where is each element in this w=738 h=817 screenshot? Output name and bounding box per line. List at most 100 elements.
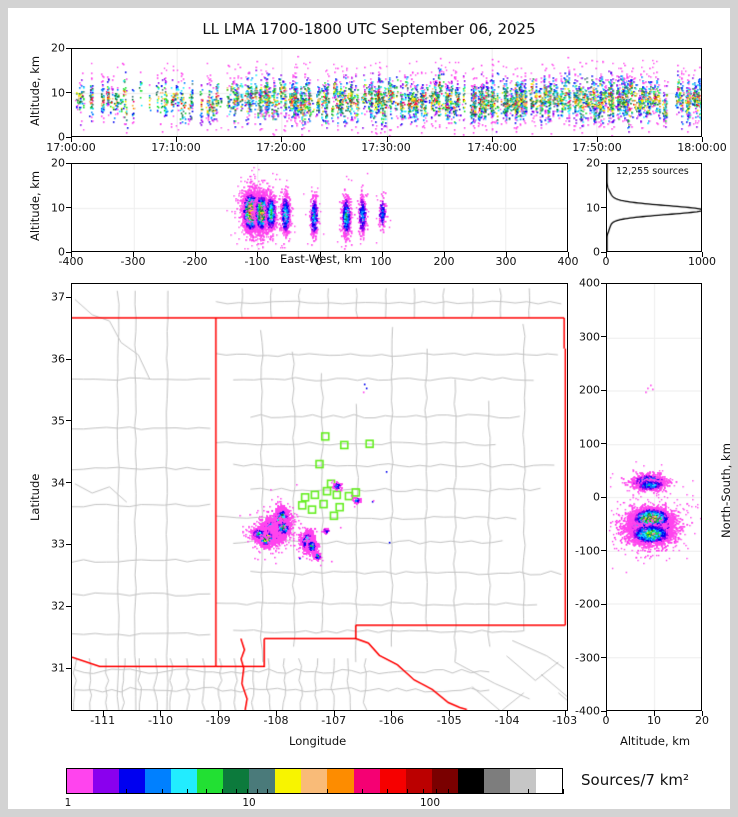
axis-tick [66, 92, 71, 93]
axis-tick [702, 252, 703, 257]
colorbar-minor-tick [186, 789, 188, 794]
axis-tick [381, 252, 383, 257]
colorbar-minor-tick [387, 789, 389, 794]
axis-tick [702, 711, 703, 716]
east-west-height-panel [71, 163, 568, 252]
map-xlabel: Longitude [289, 734, 347, 748]
tick-ns-y-m100: -100 [575, 544, 600, 557]
colorbar-band-17 [509, 769, 536, 793]
colorbar-band-3 [145, 769, 172, 793]
colorbar-minor-tick [467, 789, 469, 794]
axis-tick [66, 136, 71, 138]
colorbar-band-12 [379, 769, 406, 793]
axis-tick [66, 47, 71, 49]
tick-ew-y-20: 20 [51, 156, 65, 170]
tick-ns-x-0: 0 [602, 714, 610, 727]
axis-tick [391, 711, 393, 716]
tick-ew-x-0: -400 [58, 255, 84, 268]
axis-tick [66, 358, 71, 360]
tick-map-lon-m105: -105 [436, 714, 462, 727]
colorbar-minor-tick [422, 789, 424, 794]
tick-hist-x-0: 0 [602, 255, 610, 268]
tick-ns-y-0: 0 [593, 490, 600, 504]
tick-ew-y-10: 10 [51, 201, 65, 214]
axis-tick [386, 137, 388, 142]
colorbar-minor-tick [206, 789, 208, 794]
tick-time-x-1: 17:10:00 [151, 141, 201, 154]
tick-time-x-0: 17:00:00 [46, 141, 96, 154]
north-south-height-panel [606, 283, 702, 711]
north-south-ylabel: North-South, km [719, 443, 733, 538]
tick-ew-x-4: 0 [315, 255, 323, 268]
axis-tick [702, 137, 704, 142]
colorbar-minor-tick [563, 789, 564, 794]
tick-map-lat-34: 34 [51, 476, 65, 490]
tick-map-lon-m109: -109 [205, 714, 231, 727]
tick-map-lon-m111: -111 [90, 714, 116, 727]
axis-tick [601, 251, 606, 253]
axis-tick [66, 296, 71, 298]
axis-tick [606, 711, 607, 716]
axis-tick [601, 496, 606, 498]
figure-canvas: LL LMA 1700-1800 UTC September 06, 2025 … [8, 8, 733, 809]
axis-tick [66, 482, 71, 484]
tick-hist-y-20: 20 [586, 156, 600, 170]
axis-tick [564, 711, 566, 716]
colorbar-minor-tick [66, 789, 67, 794]
colorbar-minor-tick [458, 789, 460, 794]
tick-map-lat-35: 35 [51, 414, 65, 428]
colorbar-minor-tick [406, 789, 408, 794]
tick-time-y-10: 10 [51, 86, 65, 99]
tick-ew-x-8: 400 [557, 255, 579, 268]
tick-ns-y-300: 300 [579, 330, 600, 343]
axis-tick [568, 252, 569, 257]
tick-time-x-5: 17:50:00 [572, 141, 622, 154]
tick-ew-x-2: -200 [182, 255, 208, 268]
axis-tick [601, 389, 606, 391]
colorbar-band-2 [119, 769, 146, 793]
axis-tick [195, 252, 197, 257]
axis-tick [71, 252, 72, 257]
tick-time-x-4: 17:40:00 [467, 141, 517, 154]
sources-density-colorbar[interactable] [66, 768, 563, 794]
tick-map-lon-m106: -106 [379, 714, 404, 727]
colorbar-band-13 [405, 769, 432, 793]
colorbar-minor-tick [222, 789, 224, 794]
time-height-ylabel: Altitude, km [28, 55, 42, 126]
axis-tick [257, 252, 259, 257]
tick-ew-x-1: -300 [120, 255, 146, 268]
tick-map-lat-37: 37 [51, 290, 65, 304]
colorbar-tick-100: 100 [419, 797, 441, 809]
colorbar-tick-1: 1 [64, 797, 72, 809]
tick-ew-x-7: 300 [495, 255, 517, 268]
tick-time-x-2: 17:20:00 [256, 141, 306, 154]
colorbar-minor-tick [266, 789, 268, 794]
tick-time-y-20: 20 [51, 41, 65, 55]
tick-ns-y-200: 200 [579, 383, 600, 397]
tick-map-lon-m108: -108 [263, 714, 289, 727]
axis-tick [654, 711, 655, 716]
axis-tick [281, 137, 283, 142]
tick-time-y-0: 0 [58, 130, 65, 144]
axis-tick [66, 605, 71, 607]
colorbar-minor-tick [447, 789, 449, 794]
colorbar-minor-tick [527, 789, 529, 794]
colorbar-band-0 [67, 769, 94, 793]
axis-tick [443, 252, 445, 257]
axis-tick [596, 137, 598, 142]
altitude-histogram-panel [606, 163, 702, 252]
tick-ew-x-3: -100 [244, 255, 270, 268]
colorbar-band-16 [483, 769, 510, 793]
axis-tick [601, 657, 606, 658]
colorbar-minor-tick [257, 789, 259, 794]
east-west-xlabel: East-West, km [280, 252, 362, 266]
colorbar-minor-tick [436, 789, 438, 794]
time-height-scatter [72, 49, 701, 136]
axis-tick [505, 252, 507, 257]
axis-tick [66, 543, 71, 545]
east-west-ylabel: Altitude, km [28, 170, 42, 241]
colorbar-band-9 [301, 769, 328, 793]
tick-ns-y-m300: -300 [575, 651, 600, 664]
axis-tick [275, 711, 277, 716]
tick-ns-y-m200: -200 [575, 597, 600, 611]
